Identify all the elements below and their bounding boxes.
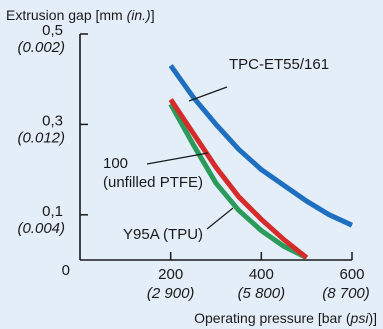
leader-line-tpc [188,86,228,102]
x-tick-alt-label: (5 800) [238,285,286,302]
leader-line-tpu [206,207,234,230]
y-tick-label: 0,3 [42,112,63,129]
series-line-tpc-et55 [168,64,354,228]
x-tick-label: 400 [249,266,274,283]
series-label-tpu: Y95A (TPU) [123,226,203,243]
x-tick-alt-label: (8 700) [322,285,370,302]
y-tick-alt-label: (0.002) [17,39,65,56]
series-line-y95a-tpu [168,102,308,260]
series-label-ptfe: 100 [103,155,128,172]
x-tick-label: 200 [158,266,183,283]
origin-label: 0 [62,262,70,279]
leader-line-ptfe [146,152,209,165]
series-label-tpc: TPC-ET55/161 [229,56,329,73]
series-lines [168,64,354,260]
axes [79,33,353,261]
series-annotations: TPC-ET55/161 100 (unfilled PTFE) Y95A (TPU) [103,56,329,243]
tick-labels: 0,5(0.002) 0,3(0.012) 0,1(0.004) 200 (2 900)… [17,22,369,302]
series-label-ptfe-line2: (unfilled PTFE) [103,174,203,191]
y-tick-label: 0,5 [42,22,63,39]
y-tick-alt-label: (0.012) [17,129,65,146]
y-tick-alt-label: (0.004) [17,220,65,237]
series-line-ptfe-100 [168,98,309,260]
x-tick-alt-label: (2 900) [147,285,195,302]
x-axis-label: Operating pressure [bar (psi)] [194,310,377,326]
x-tick-label: 600 [339,266,364,283]
y-tick-label: 0,1 [42,203,63,220]
y-axis-label: Extrusion gap [mm (in.)] [6,7,155,23]
